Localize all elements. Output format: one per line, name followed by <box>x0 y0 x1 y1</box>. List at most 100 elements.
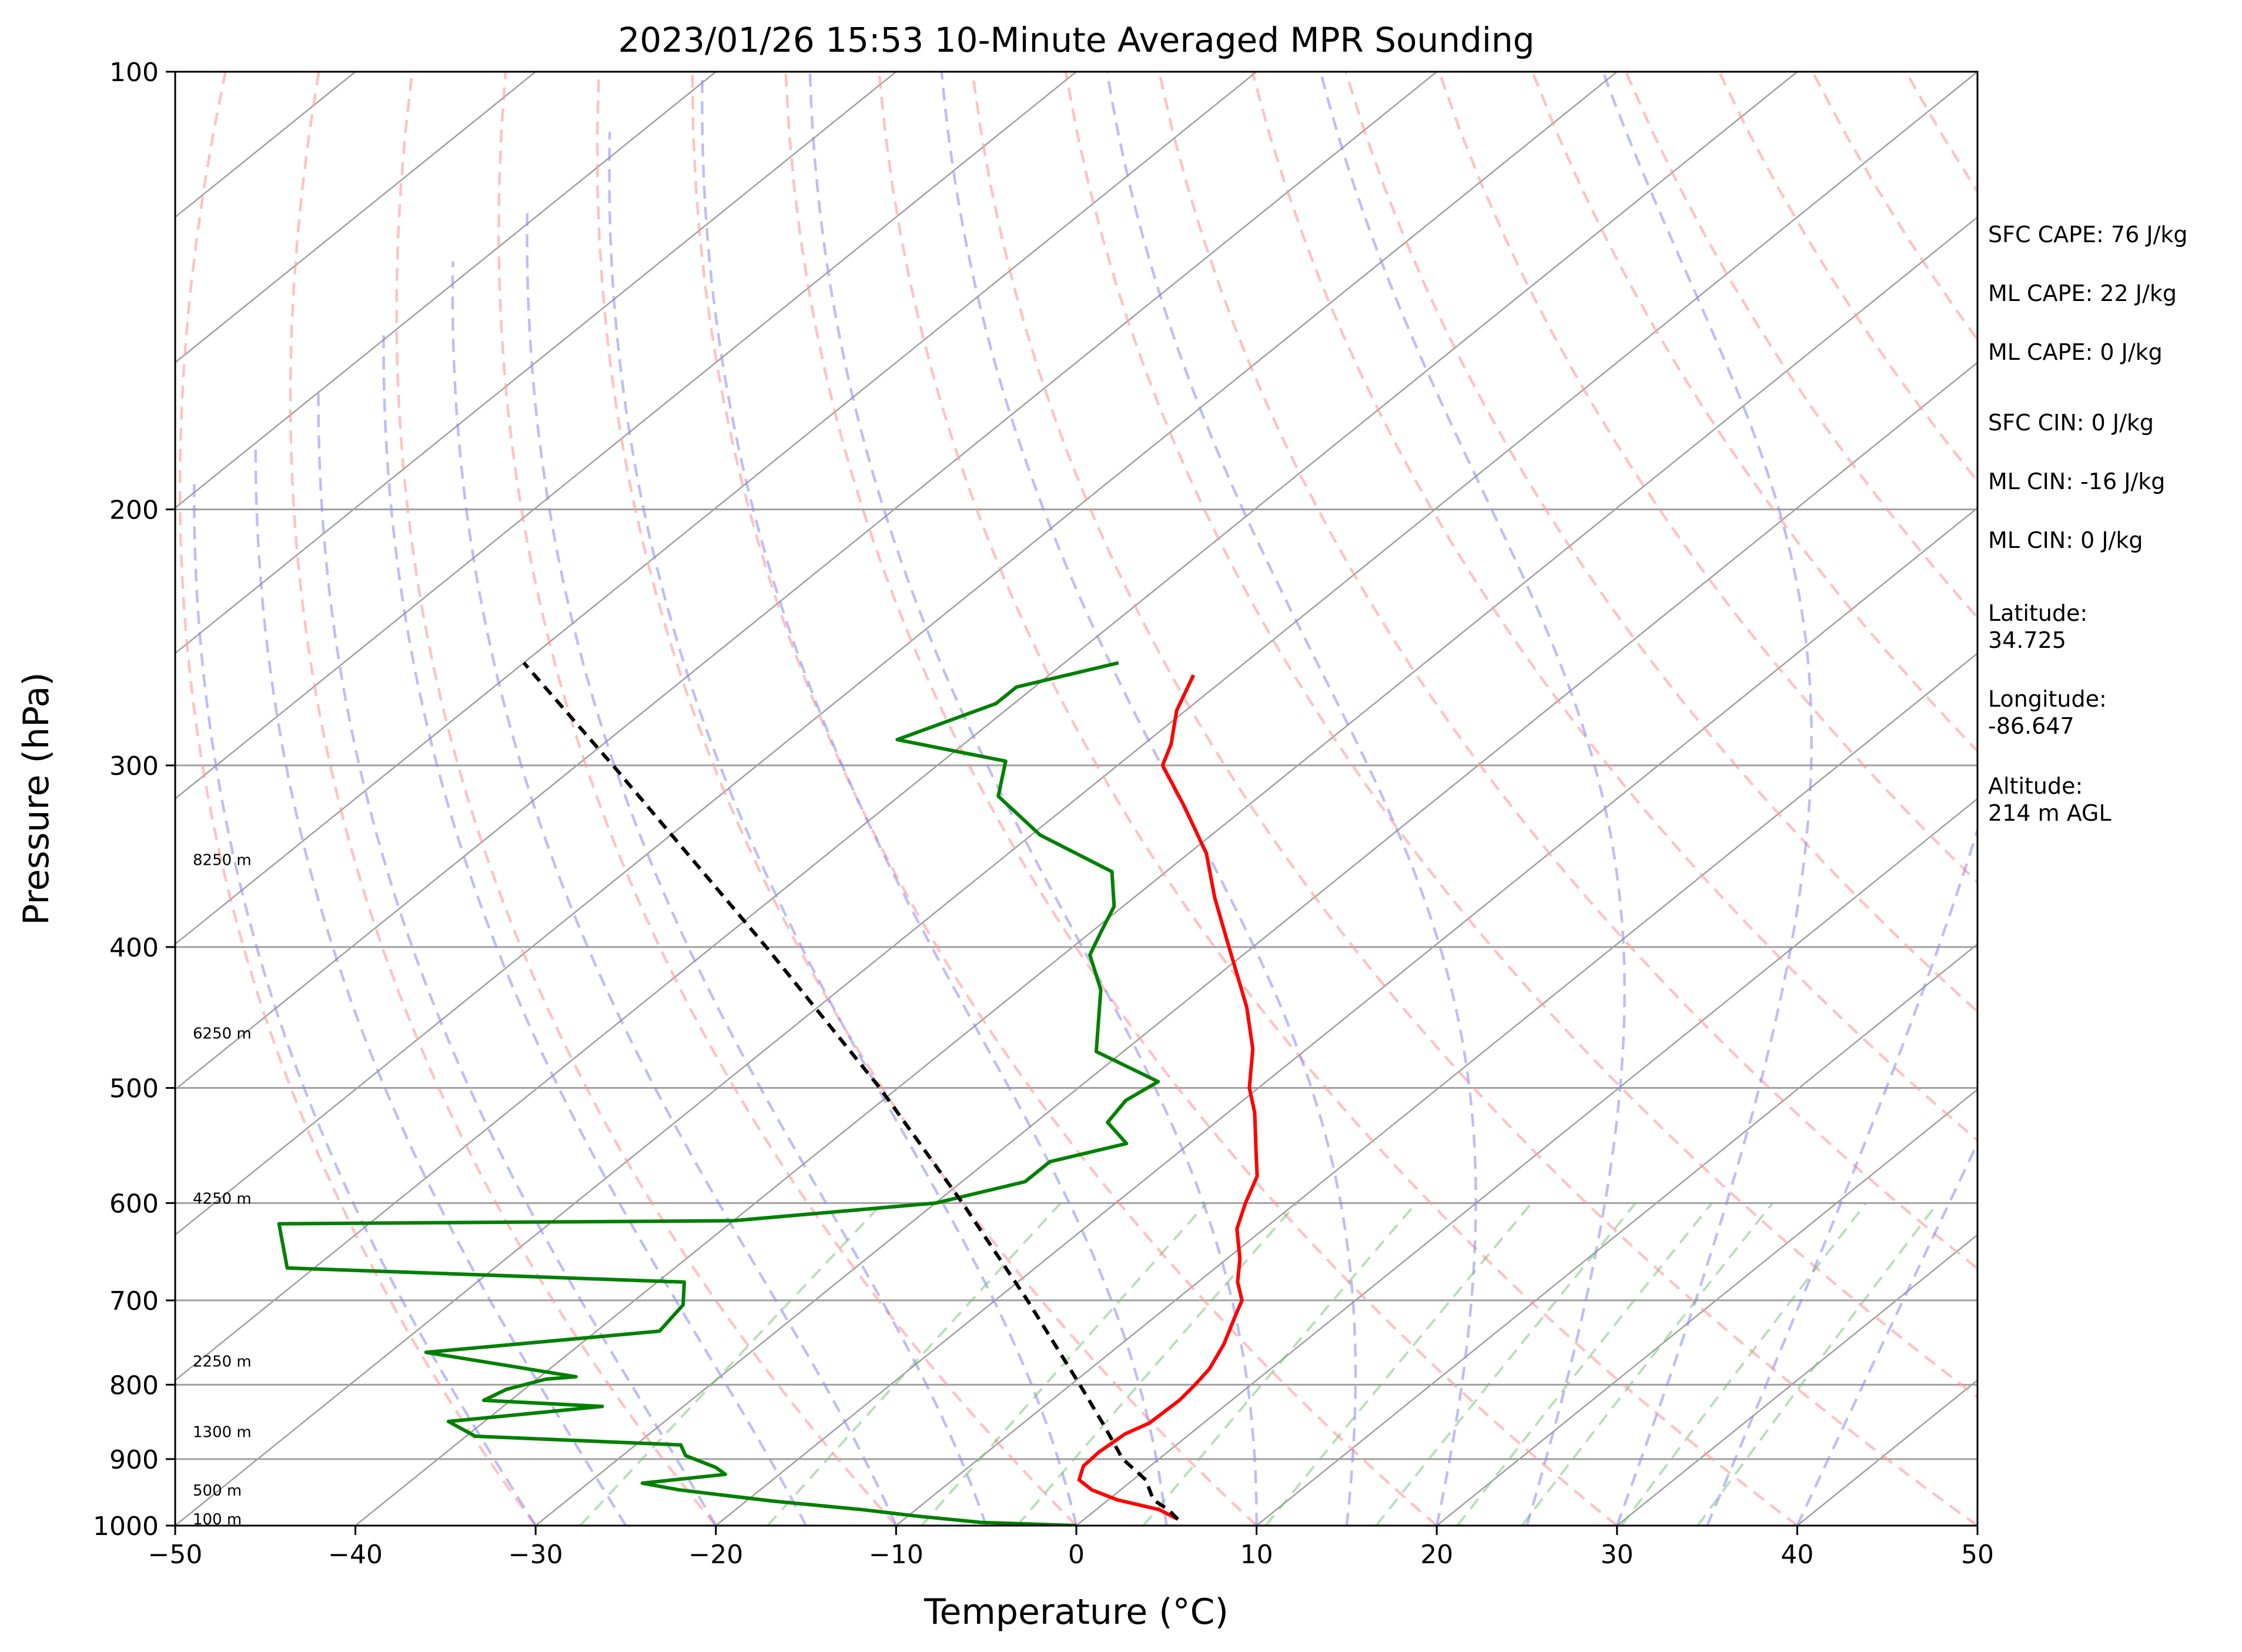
dry-adiabat <box>2186 72 2242 1526</box>
x-axis-title: Temperature (°C) <box>923 1591 1229 1633</box>
mixing-ratio-line <box>921 1202 1208 1526</box>
moist-adiabat <box>317 387 717 1526</box>
dry-adiabat <box>178 72 537 1526</box>
dry-adiabat <box>1064 72 1977 1399</box>
x-tick-label: 30 <box>1601 1540 1634 1570</box>
side-panel-line: ML CAPE: 0 J/kg <box>1988 339 2163 365</box>
side-panel: SFC CAPE: 76 J/kg ML CAPE: 22 J/kg ML CAPE… <box>1988 222 2188 826</box>
side-panel-line: Longitude: <box>1988 686 2107 712</box>
parcel_profile-line <box>522 661 1179 1521</box>
side-panel-line: ML CIN: -16 J/kg <box>1988 469 2165 494</box>
moist-adiabat <box>192 477 537 1526</box>
x-tick-label: 10 <box>1240 1540 1273 1570</box>
dry-adiabat <box>1531 72 1977 753</box>
dry-adiabat <box>1437 72 1977 884</box>
mixing-ratio-line <box>1142 1202 1417 1526</box>
side-panel-line: SFC CIN: 0 J/kg <box>1988 410 2154 436</box>
mixing-ratio-line <box>1456 1202 1713 1526</box>
y-tick-label: 200 <box>109 495 159 525</box>
dry-adiabat <box>784 72 1618 1526</box>
side-panel-line: Latitude: <box>1988 600 2087 626</box>
y-tick-label: 800 <box>109 1370 159 1400</box>
x-tick-label: −10 <box>869 1540 923 1570</box>
isotherm-line <box>535 361 1977 1526</box>
data-layer <box>277 661 1259 1526</box>
isotherm-line <box>895 652 1977 1526</box>
isotherm-line <box>1076 797 1977 1526</box>
dry-adiabat <box>1157 72 1977 1270</box>
isotherm-line <box>1256 943 1977 1526</box>
dry-adiabat <box>1251 72 1977 1142</box>
mixing-ratio-line <box>767 1202 1062 1526</box>
side-panel-line: 34.725 <box>1988 627 2066 653</box>
dry-adiabat <box>691 72 1438 1526</box>
mixing-ratio-line <box>1696 1202 1939 1526</box>
mixing-ratio-line <box>1375 1202 1637 1526</box>
background-grid <box>175 72 2242 1526</box>
isotherm-line <box>175 72 1437 1091</box>
dry-adiabat <box>595 72 1258 1526</box>
side-panel-text: ML CIN: 0 J/kg <box>1988 527 2143 553</box>
side-panel-text: SFC CAPE: 76 J/kg <box>1988 222 2188 248</box>
moist-adiabat <box>451 261 898 1526</box>
x-ticks: −50 −40 −30 −20 −10 0 10 20 30 40 50 <box>148 1526 1994 1570</box>
moist-adiabat <box>608 132 1078 1526</box>
moist-adiabat <box>701 72 1168 1526</box>
mixing-ratio-line <box>579 1202 884 1526</box>
side-panel-text: Altitude: 214 m AGL <box>1988 773 2112 826</box>
altitude-label: 1300 m <box>193 1423 252 1441</box>
isotherm-line <box>175 72 717 509</box>
mixing-ratio-line <box>1264 1202 1533 1526</box>
x-tick-label: −40 <box>328 1540 383 1570</box>
dry-adiabat <box>1344 72 1977 1014</box>
side-panel-text: Longitude: -86.647 <box>1988 686 2107 739</box>
x-tick-label: 0 <box>1068 1540 1085 1570</box>
altitude-label: 2250 m <box>193 1353 252 1370</box>
y-tick-label: 400 <box>109 933 159 963</box>
moist-adiabat <box>254 443 627 1526</box>
altitude-label: 8250 m <box>193 851 252 869</box>
dry-adiabat <box>971 72 1977 1526</box>
moist-adiabat <box>382 327 808 1526</box>
isotherm-line <box>175 72 1977 1526</box>
moist-adiabat <box>1706 72 1977 1526</box>
isotherm-line <box>354 216 1977 1526</box>
side-panel-text: SFC CIN: 0 J/kg <box>1988 410 2154 436</box>
y-tick-label: 1000 <box>93 1511 159 1541</box>
dry-adiabat <box>395 72 898 1526</box>
moist-adiabat <box>526 212 988 1526</box>
dry-adiabat <box>878 72 1798 1526</box>
y-ticks: 1000 900 800 700 600 500 400 300 200 100 <box>93 58 175 1541</box>
isotherm-line <box>1617 1233 1977 1526</box>
dry-adiabat <box>289 72 717 1526</box>
moist-adiabat <box>1796 1140 1977 1526</box>
side-panel-line: ML CIN: 0 J/kg <box>1988 527 2143 553</box>
isotherm-line <box>175 72 1798 1382</box>
altitude-label: 6250 m <box>193 1025 252 1042</box>
x-tick-label: 20 <box>1420 1540 1453 1570</box>
mixing-ratio-line <box>1521 1202 1773 1526</box>
y-tick-label: 900 <box>109 1445 159 1475</box>
x-tick-label: 40 <box>1781 1540 1813 1570</box>
isotherm-line <box>175 72 1618 1236</box>
moist-adiabat <box>940 72 1357 1526</box>
altitude-label: 4250 m <box>193 1190 252 1208</box>
side-panel-text: ML CAPE: 0 J/kg <box>1988 339 2163 365</box>
y-tick-label: 500 <box>109 1074 159 1104</box>
temperature-line <box>1077 674 1259 1521</box>
isotherm-line <box>175 72 897 654</box>
side-panel-line: ML CAPE: 22 J/kg <box>1988 280 2177 306</box>
moist-adiabat <box>808 72 1258 1526</box>
y-tick-label: 100 <box>109 58 159 88</box>
y-tick-label: 700 <box>109 1286 159 1316</box>
y-tick-label: 300 <box>109 751 159 781</box>
altitude-label: 500 m <box>193 1482 242 1500</box>
isotherm-line <box>175 72 536 364</box>
isotherm-line <box>1436 1088 1977 1526</box>
side-panel-text: ML CIN: -16 J/kg <box>1988 469 2165 494</box>
dewpoint-line <box>277 661 1160 1526</box>
isotherm-line <box>175 72 1077 800</box>
moist-adiabat <box>1319 72 1626 1526</box>
